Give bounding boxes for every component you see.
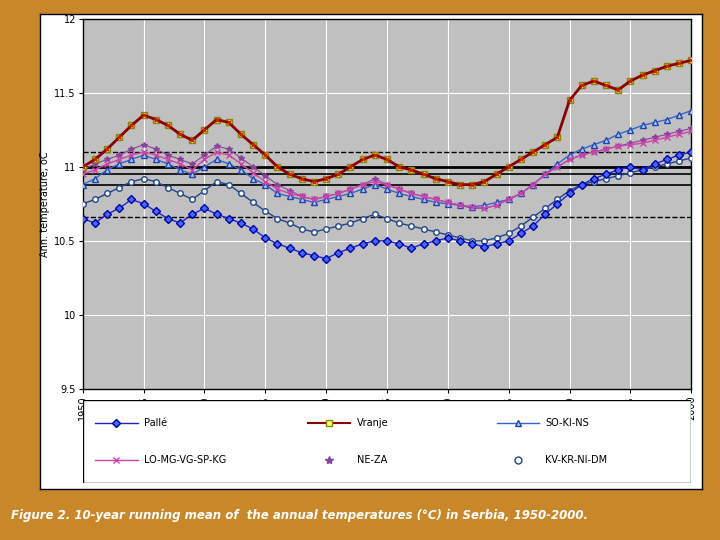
Text: KV-KR-NI-DM: KV-KR-NI-DM [545, 455, 607, 465]
Text: SO-KI-NS: SO-KI-NS [545, 418, 589, 428]
Text: Figure 2. 10-year running mean of  the annual temperatures (°C) in Serbia, 1950-: Figure 2. 10-year running mean of the an… [11, 509, 588, 522]
Text: Pallé: Pallé [143, 418, 167, 428]
Text: Vranje: Vranje [356, 418, 388, 428]
Y-axis label: Ann. temperature, oC: Ann. temperature, oC [40, 151, 50, 256]
Text: LO-MG-VG-SP-KG: LO-MG-VG-SP-KG [143, 455, 226, 465]
Text: NE-ZA: NE-ZA [356, 455, 387, 465]
FancyBboxPatch shape [83, 400, 691, 483]
